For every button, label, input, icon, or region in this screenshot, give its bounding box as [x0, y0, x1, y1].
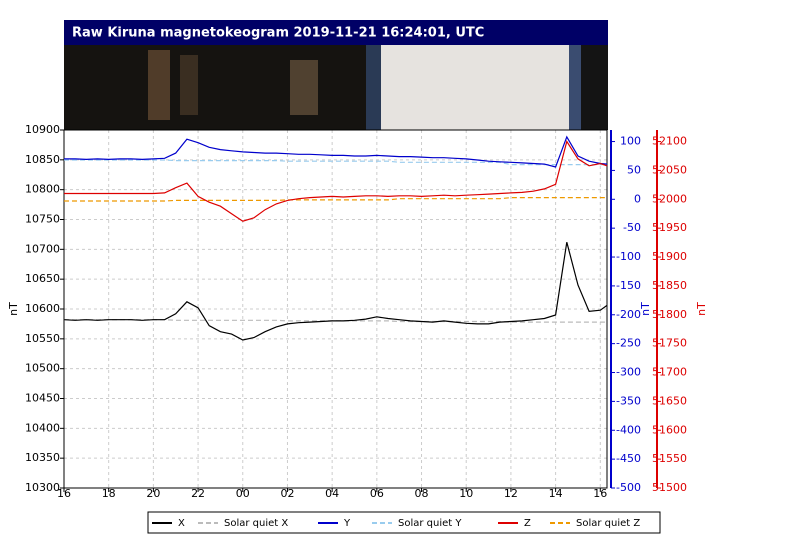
- y2-axis-label: nT: [639, 302, 652, 316]
- y-tick-label: 10600: [25, 302, 60, 315]
- y3-tick-label: 51800: [652, 308, 687, 321]
- x-tick-label: 14: [549, 487, 563, 500]
- y3-tick-label: 51650: [652, 394, 687, 407]
- y2-tick-label: -50: [623, 221, 641, 234]
- y3-tick-label: 51750: [652, 337, 687, 350]
- keogram-night: [64, 45, 381, 130]
- y-axis-label: nT: [7, 302, 20, 316]
- keogram-aurora: [180, 55, 198, 115]
- y2-tick-label: -500: [616, 481, 641, 494]
- legend-label: Solar quiet Y: [398, 518, 462, 529]
- y3-tick-label: 51700: [652, 366, 687, 379]
- y-tick-label: 10350: [25, 451, 60, 464]
- y3-tick-label: 52100: [652, 135, 687, 148]
- x-tick-label: 10: [459, 487, 473, 500]
- y2-tick-label: -400: [616, 423, 641, 436]
- y3-tick-label: 52050: [652, 163, 687, 176]
- keogram-aurora: [148, 50, 170, 120]
- x-tick-label: 18: [102, 487, 116, 500]
- x-tick-label: 04: [325, 487, 339, 500]
- x-tick-label: 22: [191, 487, 205, 500]
- plot-frame: [63, 129, 608, 489]
- y2-tick-label: -350: [616, 394, 641, 407]
- y2-tick-label: 0: [634, 192, 641, 205]
- y-tick-label: 10450: [25, 392, 60, 405]
- legend-label: Y: [343, 518, 351, 529]
- x-tick-label: 00: [236, 487, 250, 500]
- keogram-aurora: [290, 60, 318, 115]
- x-tick-label: 16: [57, 487, 71, 500]
- y2-tick-label: 50: [627, 163, 641, 176]
- legend-label: Solar quiet X: [224, 518, 288, 529]
- y3-tick-label: 51950: [652, 221, 687, 234]
- y-tick-label: 10400: [25, 421, 60, 434]
- legend-label: Solar quiet Z: [576, 518, 640, 529]
- keogram-dusk: [569, 45, 581, 130]
- y3-tick-label: 51500: [652, 481, 687, 494]
- keogram-night: [581, 45, 608, 130]
- y-tick-label: 10650: [25, 272, 60, 285]
- series-line: [63, 242, 608, 341]
- y2-tick-label: 100: [620, 135, 641, 148]
- legend-label: X: [178, 518, 185, 529]
- y2-tick-label: -150: [616, 279, 641, 292]
- y3-axis-label: nT: [695, 302, 708, 316]
- y2-tick-label: -300: [616, 366, 641, 379]
- x-tick-label: 06: [370, 487, 384, 500]
- chart-title: Raw Kiruna magnetokeogram 2019-11-21 16:…: [72, 26, 484, 41]
- keogram-strip: [64, 45, 608, 130]
- y-tick-label: 10700: [25, 242, 60, 255]
- x-tick-label: 08: [415, 487, 429, 500]
- keogram-dawn: [366, 45, 381, 130]
- legend-label: Z: [524, 518, 531, 529]
- y-tick-label: 10900: [25, 123, 60, 136]
- x-tick-label: 20: [146, 487, 160, 500]
- y3-tick-label: 51900: [652, 250, 687, 263]
- y2-tick-label: -200: [616, 308, 641, 321]
- keogram-day: [381, 45, 569, 130]
- series-line: [64, 197, 607, 202]
- y-tick-label: 10800: [25, 183, 60, 196]
- x-tick-label: 12: [504, 487, 518, 500]
- x-tick-label: 16: [593, 487, 607, 500]
- y-tick-label: 10300: [25, 481, 60, 494]
- y-tick-label: 10500: [25, 362, 60, 375]
- title-bar: [64, 20, 608, 45]
- y2-tick-label: -100: [616, 250, 641, 263]
- series-line: [64, 159, 607, 166]
- y3-tick-label: 52000: [652, 192, 687, 205]
- y3-tick-label: 51850: [652, 279, 687, 292]
- series-line: [64, 135, 608, 168]
- x-tick-label: 02: [280, 487, 294, 500]
- y-tick-label: 10850: [25, 153, 60, 166]
- y2-tick-label: -450: [616, 452, 641, 465]
- y3-tick-label: 51550: [652, 452, 687, 465]
- series-line: [64, 140, 608, 222]
- y3-tick-label: 51600: [652, 423, 687, 436]
- y-tick-label: 10750: [25, 213, 60, 226]
- y2-tick-label: -250: [616, 337, 641, 350]
- legend: [147, 511, 661, 534]
- y-tick-label: 10550: [25, 332, 60, 345]
